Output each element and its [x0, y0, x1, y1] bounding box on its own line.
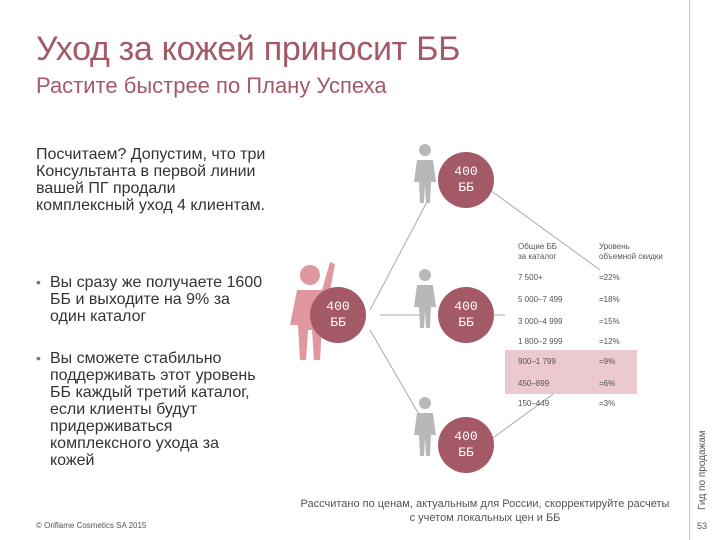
connector-line [489, 189, 601, 271]
bb-circle [310, 287, 366, 343]
page-number: 53 [697, 521, 708, 531]
client-figure-icon [414, 397, 436, 456]
highlight-band [505, 350, 637, 372]
bullet-item: • Вы сможете стабильно поддерживать этот… [36, 350, 266, 469]
bb-circle [438, 152, 494, 208]
table-row: 450–899 =6% [518, 379, 616, 388]
highlight-band [505, 372, 637, 394]
bullet-text: Вы сразу же получаете 1600 ББ и выходите… [50, 274, 263, 325]
copyright: © Oriflame Cosmetics SA 2015 [36, 521, 147, 530]
intro-text: Посчитаем? Допустим, что три Консультант… [36, 146, 266, 214]
bullet-marker: • [36, 350, 41, 366]
table-header-bb: Общие ББ за каталог [518, 242, 558, 261]
table-row: 1 800–2 999 =12% [518, 337, 620, 346]
page-title: Уход за кожей приносит ББ [36, 30, 461, 68]
connector-line [369, 199, 429, 311]
table-row: 3 000–4 999 =15% [518, 317, 620, 326]
bb-center-circle-label: 400 ББ [326, 299, 350, 330]
bb-circle [438, 417, 494, 473]
footnote: Рассчитано по ценам, актуальным для Росс… [300, 498, 670, 524]
bb-circle-label: 400 ББ [454, 429, 478, 460]
client-figure-icon [414, 144, 436, 203]
side-bar [689, 0, 720, 540]
table-row: 5 000–7 499 =18% [518, 295, 620, 304]
bb-circle-label: 400 ББ [454, 164, 478, 195]
table-header-level: Уровень объемной скидки [599, 242, 663, 261]
table-row: 900–1 799 =9% [518, 357, 616, 366]
bb-circle-label: 400 ББ [454, 299, 478, 330]
bb-circle [438, 287, 494, 343]
table-row: 150–449 =3% [518, 399, 616, 408]
page-subtitle: Растите быстрее по Плану Успеха [36, 73, 387, 98]
bullet-text: Вы сможете стабильно поддерживать этот у… [50, 350, 256, 469]
bullet-marker: • [36, 274, 41, 290]
bullet-item: • Вы сразу же получаете 1600 ББ и выходи… [36, 274, 266, 325]
table-row: 7 500+ =22% [518, 273, 620, 282]
client-figure-icon [414, 269, 436, 328]
